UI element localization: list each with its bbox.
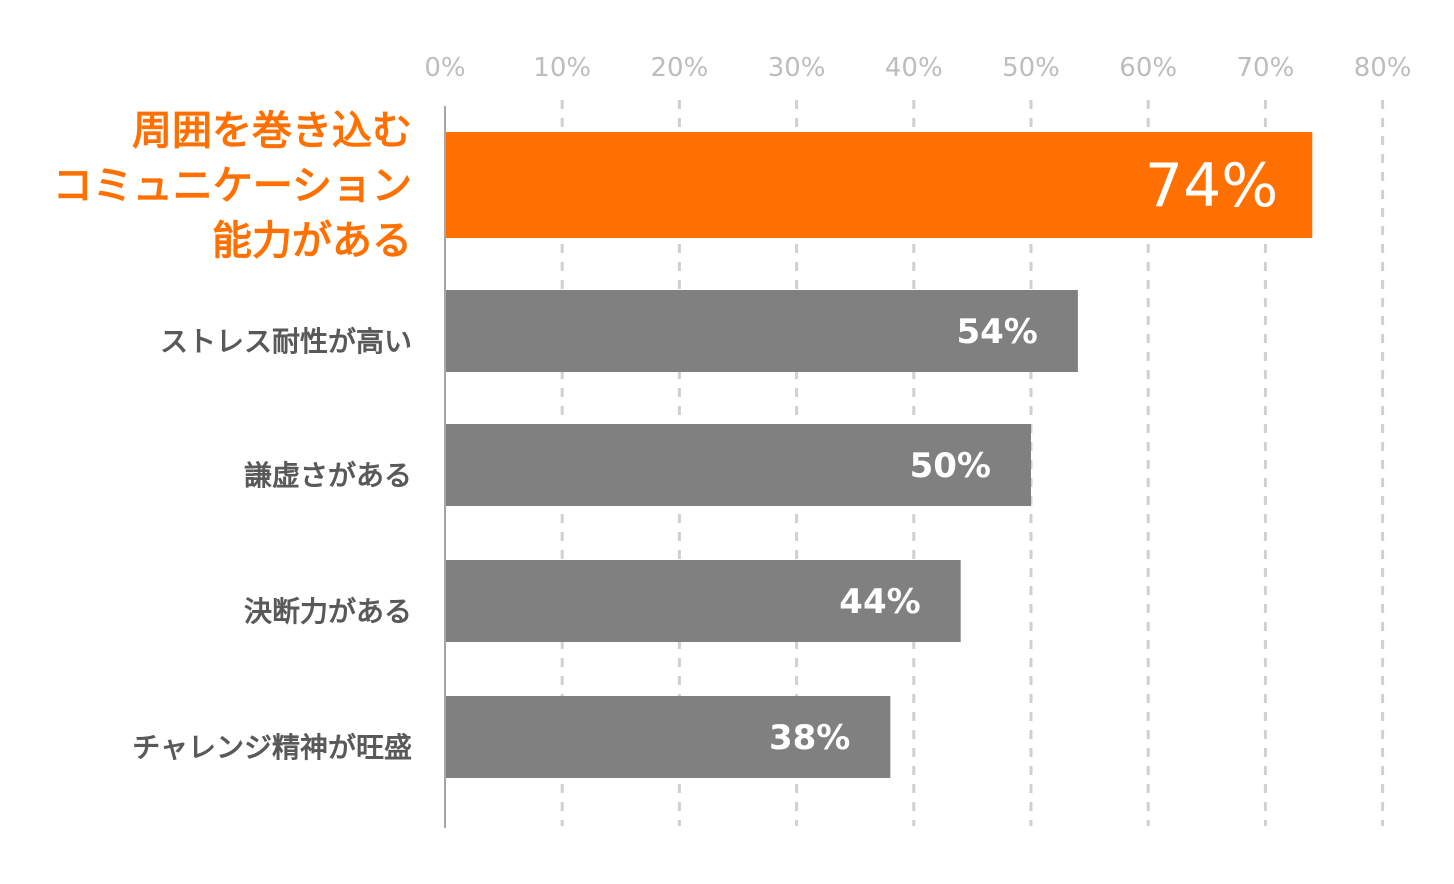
bar-value-label: 74% xyxy=(1145,151,1278,221)
x-tick-label: 70% xyxy=(1237,53,1295,83)
category-label: 決断力がある xyxy=(244,595,412,628)
bar-value-label: 38% xyxy=(769,718,850,758)
x-tick-label: 20% xyxy=(651,53,709,83)
category-label: ストレス耐性が高い xyxy=(160,325,412,358)
bar-value-label: 54% xyxy=(956,312,1037,352)
x-tick-label: 80% xyxy=(1354,53,1412,83)
bar xyxy=(445,132,1313,238)
x-tick-label: 60% xyxy=(1119,53,1177,83)
x-tick-label: 40% xyxy=(885,53,943,83)
bar xyxy=(445,424,1031,506)
category-labels: 周囲を巻き込むコミュニケーション能力があるストレス耐性が高い謙虚さがある決断力が… xyxy=(53,108,412,764)
category-label: チャレンジ精神が旺盛 xyxy=(132,731,412,764)
x-tick-label: 0% xyxy=(424,53,465,83)
x-axis-ticks: 0% 10% 20% 30% 40% 50% 60% 70% 80% xyxy=(424,53,1411,83)
x-tick-label: 30% xyxy=(768,53,826,83)
category-label: 能力がある xyxy=(212,218,412,264)
bar xyxy=(445,696,891,778)
bars xyxy=(445,132,1313,778)
category-label: 周囲を巻き込む xyxy=(132,108,412,154)
category-label: 謙虚さがある xyxy=(244,459,412,492)
value-labels: 74% 54% 50% 44% 38% xyxy=(769,151,1278,758)
bar-value-label: 44% xyxy=(839,582,920,622)
x-tick-label: 50% xyxy=(1002,53,1060,83)
bar-value-label: 50% xyxy=(910,446,991,486)
bar xyxy=(445,290,1078,372)
x-tick-label: 10% xyxy=(533,53,591,83)
category-label: コミュニケーション xyxy=(53,163,412,209)
bar xyxy=(445,560,961,642)
